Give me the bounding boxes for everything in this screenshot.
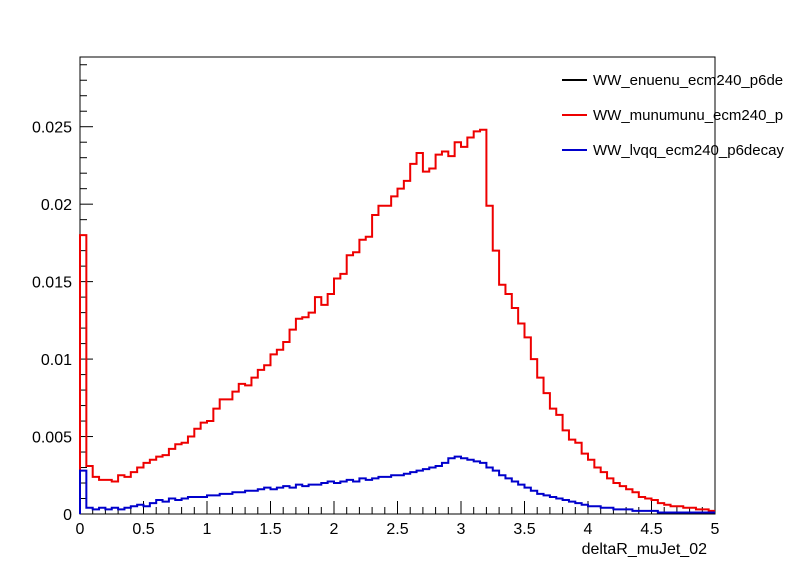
y-tick-label: 0 xyxy=(63,507,72,524)
x-axis-title: deltaR_muJet_02 xyxy=(582,541,708,558)
x-tick-label: 2 xyxy=(330,521,339,538)
x-tick-label: 2.5 xyxy=(386,521,408,538)
y-tick-label: 0.015 xyxy=(32,275,72,292)
x-tick-label: 0.5 xyxy=(132,521,154,538)
x-tick-label: 4 xyxy=(584,521,593,538)
x-axis: 0 0.5 1 1.5 2 2.5 3 3.5 4 4.5 5 xyxy=(76,501,720,538)
x-tick-label: 3 xyxy=(457,521,466,538)
x-tick-label: 3.5 xyxy=(513,521,535,538)
y-tick-label: 0.005 xyxy=(32,430,72,447)
legend-entry: WW_lvqq_ecm240_p6decay xyxy=(593,142,784,159)
y-tick-label: 0.01 xyxy=(41,352,72,369)
series-layer xyxy=(79,128,715,514)
y-tick-label: 0.025 xyxy=(32,120,72,137)
y-tick-label: 0.02 xyxy=(41,197,72,214)
legend-entry: WW_enuenu_ecm240_p6de xyxy=(593,72,783,89)
series-line-1 xyxy=(79,128,715,514)
x-tick-label: 0 xyxy=(76,521,85,538)
x-tick-label: 4.5 xyxy=(640,521,662,538)
series-line-2 xyxy=(79,455,715,514)
legend-entry: WW_munumunu_ecm240_p xyxy=(593,107,783,124)
x-tick-label: 1.5 xyxy=(259,521,281,538)
legend: WW_enuenu_ecm240_p6de WW_munumunu_ecm240_… xyxy=(562,72,784,159)
x-tick-label: 5 xyxy=(711,521,720,538)
x-tick-label: 1 xyxy=(203,521,212,538)
